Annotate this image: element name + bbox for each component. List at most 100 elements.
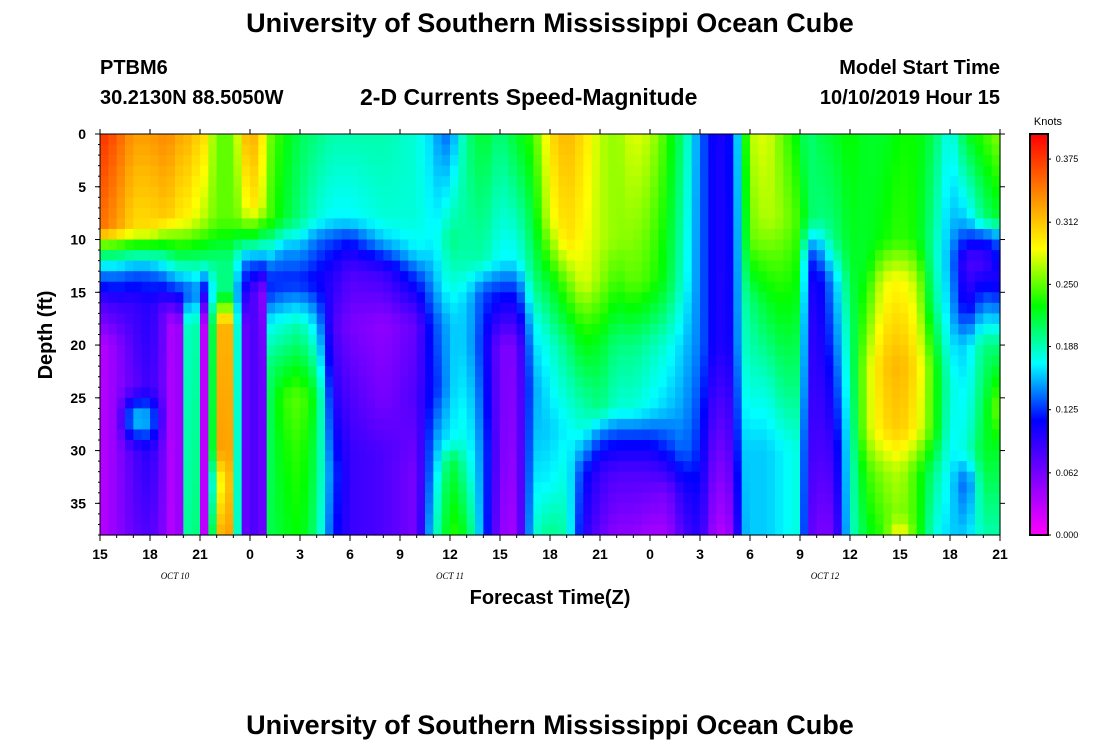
heatmap-cell: [133, 376, 143, 388]
y-tick-label: 15: [70, 284, 86, 300]
heatmap-cell: [908, 207, 918, 220]
heatmap-cell: [316, 176, 326, 188]
heatmap-cell: [950, 228, 959, 241]
heatmap-cell: [266, 155, 276, 167]
heatmap-cell: [166, 165, 176, 177]
heatmap-cell: [558, 482, 568, 494]
heatmap-cell: [316, 482, 326, 494]
heatmap-cell: [358, 513, 368, 526]
heatmap-cell: [916, 429, 926, 441]
heatmap-cell: [350, 144, 359, 156]
heatmap-cell: [625, 323, 634, 336]
heatmap-cell: [216, 155, 226, 167]
heatmap-cell: [225, 503, 234, 515]
heatmap-cell: [975, 207, 984, 220]
heatmap-cell: [183, 418, 193, 431]
heatmap-cell: [441, 429, 451, 441]
heatmap-cell: [975, 397, 984, 409]
heatmap-cell: [333, 218, 343, 230]
heatmap-cell: [300, 144, 309, 156]
heatmap-cell: [733, 239, 743, 251]
heatmap-cell: [658, 176, 668, 188]
heatmap-cell: [300, 503, 309, 515]
heatmap-cell: [358, 271, 368, 283]
heatmap-cell: [733, 461, 743, 473]
heatmap-cell: [400, 376, 409, 388]
heatmap-cell: [891, 271, 901, 283]
heatmap-cell: [783, 366, 793, 378]
heatmap-cell: [733, 429, 743, 441]
heatmap-cell: [450, 292, 459, 304]
heatmap-cell: [550, 471, 559, 483]
heatmap-cell: [675, 239, 684, 251]
heatmap-cell: [333, 292, 343, 304]
heatmap-cell: [341, 207, 351, 220]
heatmap-cell: [966, 250, 976, 262]
heatmap-cell: [750, 302, 759, 314]
heatmap-cell: [458, 218, 468, 230]
heatmap-cell: [933, 218, 943, 230]
heatmap-cell: [800, 513, 809, 526]
heatmap-cell: [758, 250, 768, 262]
heatmap-cell: [175, 461, 184, 473]
heatmap-cell: [450, 334, 459, 346]
heatmap-cell: [316, 334, 326, 346]
heatmap-cell: [541, 524, 551, 536]
heatmap-cell: [975, 218, 984, 230]
heatmap-cell: [291, 471, 301, 483]
heatmap-cell: [716, 260, 726, 272]
heatmap-cell: [208, 176, 218, 188]
heatmap-cell: [933, 334, 943, 346]
heatmap-cell: [691, 250, 701, 262]
heatmap-cell: [650, 176, 659, 188]
heatmap-cell: [100, 376, 109, 388]
heatmap-cell: [691, 418, 701, 431]
heatmap-cell: [766, 450, 776, 462]
heatmap-cell: [583, 503, 593, 515]
heatmap-cell: [408, 397, 418, 409]
heatmap-cell: [250, 397, 259, 409]
heatmap-cell: [216, 408, 226, 420]
heatmap-cell: [833, 450, 843, 462]
heatmap-cell: [566, 186, 576, 198]
heatmap-cell: [775, 281, 784, 293]
heatmap-cell: [925, 461, 934, 473]
heatmap-cell: [941, 186, 951, 198]
heatmap-cell: [825, 345, 834, 357]
heatmap-cell: [325, 355, 334, 367]
heatmap-cell: [525, 397, 534, 409]
heatmap-cell: [733, 397, 743, 409]
heatmap-cell: [658, 218, 668, 230]
heatmap-cell: [616, 239, 626, 251]
heatmap-cell: [508, 292, 518, 304]
heatmap-cell: [658, 418, 668, 431]
heatmap-cell: [283, 429, 293, 441]
heatmap-cell: [816, 281, 826, 293]
heatmap-cell: [991, 450, 1001, 462]
heatmap-cell: [441, 471, 451, 483]
heatmap-cell: [408, 492, 418, 504]
heatmap-cell: [991, 292, 1001, 304]
heatmap-cell: [325, 482, 334, 494]
heatmap-cell: [325, 334, 334, 346]
heatmap-cell: [783, 313, 793, 325]
heatmap-cell: [591, 397, 601, 409]
heatmap-cell: [341, 387, 351, 399]
heatmap-cell: [566, 366, 576, 378]
heatmap-cell: [541, 334, 551, 346]
heatmap-cell: [516, 366, 526, 378]
heatmap-cell: [483, 281, 493, 293]
heatmap-cell: [833, 429, 843, 441]
heatmap-cell: [108, 218, 118, 230]
heatmap-cell: [916, 513, 926, 526]
heatmap-cell: [708, 334, 718, 346]
heatmap-cell: [700, 144, 709, 156]
heatmap-cell: [466, 440, 476, 452]
heatmap-cell: [783, 429, 793, 441]
heatmap-cell: [525, 366, 534, 378]
heatmap-cell: [541, 134, 551, 146]
heatmap-cell: [191, 228, 201, 241]
heatmap-cell: [391, 186, 401, 198]
heatmap-cell: [958, 408, 968, 420]
heatmap-cell: [583, 482, 593, 494]
